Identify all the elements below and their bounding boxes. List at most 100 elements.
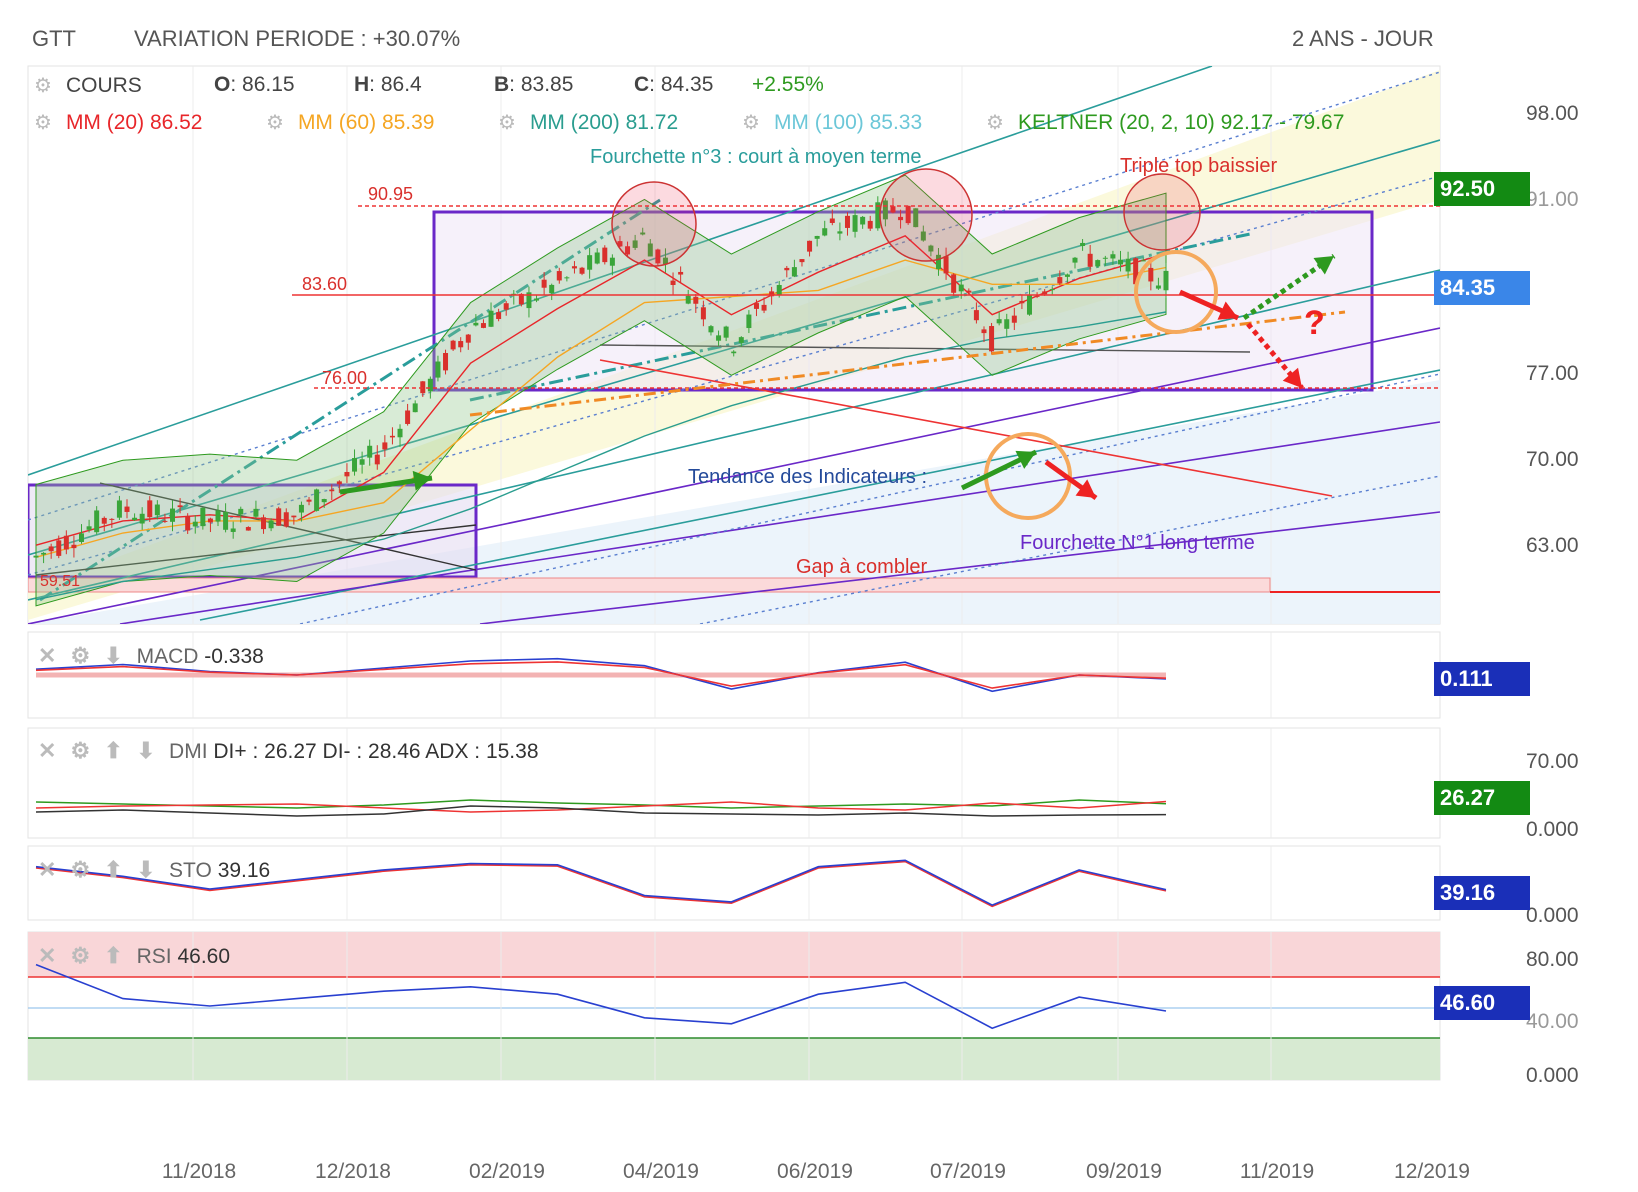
candle-body xyxy=(996,319,1002,324)
candle-body xyxy=(1140,260,1146,262)
candle-body xyxy=(951,274,957,293)
gear-icon[interactable]: ⚙ xyxy=(986,112,1004,134)
candle-body xyxy=(1133,258,1139,285)
close-icon[interactable]: ✕ xyxy=(38,943,57,968)
arrow-up-icon[interactable]: ⬆ xyxy=(104,857,123,882)
candle-body xyxy=(556,271,562,281)
candle-body xyxy=(427,378,433,392)
down-trendline xyxy=(599,359,1333,497)
close-icon[interactable]: ✕ xyxy=(38,857,57,882)
top-circle-1 xyxy=(611,181,697,267)
candle-body xyxy=(662,257,668,265)
candle-body xyxy=(1110,254,1116,259)
candle-body xyxy=(844,215,850,228)
candle-body xyxy=(79,533,85,543)
level-8360-label: 83.60 xyxy=(302,274,347,294)
candle-body xyxy=(33,555,39,558)
candle-body xyxy=(253,508,259,517)
dashdot-trend-line xyxy=(469,232,1251,402)
candle-body xyxy=(1049,289,1055,291)
candle-body xyxy=(200,507,206,527)
arrow-down-icon[interactable]: ⬇ xyxy=(136,857,156,882)
candle-body xyxy=(344,471,350,477)
level-7600-label: 76.00 xyxy=(322,368,367,388)
teal-channel-line xyxy=(28,139,1440,556)
sto-label: ✕ ⚙ ⬆ ⬇ STO 39.16 xyxy=(38,857,271,882)
sto-tick: 0.000 xyxy=(1526,904,1579,927)
candle-body xyxy=(708,326,714,333)
variation-label: VARIATION PERIODE : +30.07% xyxy=(134,26,461,51)
candle-body xyxy=(154,504,160,516)
candle-body xyxy=(898,216,904,221)
candle-body xyxy=(973,310,979,321)
candle-body xyxy=(1004,319,1010,329)
teal-channel-line xyxy=(28,269,1440,601)
gap-zone xyxy=(28,577,1271,593)
price-tick-hidden: 91.00 xyxy=(1526,188,1579,211)
candle-body xyxy=(1026,294,1032,315)
candle-body xyxy=(723,326,729,338)
candle-body xyxy=(738,337,744,343)
candle-body xyxy=(822,228,828,236)
arrow-down-red-dotted xyxy=(1246,322,1304,390)
candle-body xyxy=(981,329,987,334)
arrow-up-green-dotted xyxy=(1242,253,1336,321)
gap-label: Gap à combler xyxy=(796,556,928,578)
candle-body xyxy=(1125,258,1131,272)
candle-body xyxy=(518,293,524,305)
gear-icon[interactable]: ⚙ xyxy=(266,112,284,134)
tendance-label: Tendance des Indicateurs : xyxy=(688,466,927,488)
candle-body xyxy=(162,520,168,522)
low-value: B: 83.85 xyxy=(494,73,574,96)
candle-body xyxy=(837,231,843,234)
close-value: C: 84.35 xyxy=(634,73,714,96)
mm200-legend[interactable]: ⚙ MM (200) 81.72 xyxy=(498,111,679,134)
arrow-up-icon[interactable]: ⬆ xyxy=(104,738,123,763)
dmi-panel xyxy=(27,727,1441,839)
candle-body xyxy=(1019,300,1025,304)
candle-body xyxy=(685,295,691,304)
question-mark: ? xyxy=(1304,304,1325,342)
candle-body xyxy=(207,518,213,523)
candle-body xyxy=(852,215,858,232)
keltner-legend[interactable]: ⚙ KELTNER (20, 2, 10) 92.17 - 79.67 xyxy=(986,111,1345,134)
gear-icon[interactable]: ⚙ xyxy=(70,857,91,882)
candle-body xyxy=(496,312,502,320)
mm20-legend[interactable]: ⚙ MM (20) 86.52 xyxy=(34,111,203,134)
top-circle-2 xyxy=(879,168,973,262)
dmi-tick: 70.00 xyxy=(1526,750,1579,773)
macd-label: ✕ ⚙ ⬇ MACD -0.338 xyxy=(38,643,264,668)
candle-body xyxy=(412,403,418,413)
dmi-label: ✕ ⚙ ⬆ ⬇ DMI DI+ : 26.27 DI- : 28.46 ADX : 15… xyxy=(38,738,539,763)
mm60-legend[interactable]: ⚙ MM (60) 85.39 xyxy=(266,111,435,134)
candle-body xyxy=(875,202,881,229)
period-selector[interactable]: 2 ANS - JOUR xyxy=(1292,26,1434,51)
gear-icon[interactable]: ⚙ xyxy=(742,112,760,134)
purple-channel-line xyxy=(479,511,1440,624)
mm100-legend[interactable]: ⚙ MM (100) 85.33 xyxy=(742,111,923,134)
candle-body xyxy=(488,310,494,327)
candle-body xyxy=(882,200,888,220)
candle-body xyxy=(94,510,100,533)
arrow-down-icon[interactable]: ⬇ xyxy=(136,738,156,763)
candle-body xyxy=(571,266,577,269)
level-9095-label: 90.95 xyxy=(368,184,413,204)
candle-body xyxy=(291,515,297,518)
arrow-up-icon[interactable]: ⬆ xyxy=(104,943,123,968)
candle-body xyxy=(109,518,115,520)
candle-body xyxy=(503,303,509,310)
gear-icon[interactable]: ⚙ xyxy=(70,643,91,668)
gear-icon[interactable]: ⚙ xyxy=(70,943,91,968)
gear-icon[interactable]: ⚙ xyxy=(498,112,516,134)
candle-body xyxy=(1148,267,1154,282)
close-icon[interactable]: ✕ xyxy=(38,738,57,763)
arrow-down-icon[interactable]: ⬇ xyxy=(104,643,123,668)
gear-icon[interactable]: ⚙ xyxy=(70,738,91,763)
close-icon[interactable]: ✕ xyxy=(38,643,57,668)
orange-support xyxy=(469,310,1346,417)
gear-icon[interactable]: ⚙ xyxy=(34,112,52,134)
candle-body xyxy=(526,292,532,309)
gear-icon[interactable]: ⚙ xyxy=(34,75,52,97)
candle-body xyxy=(450,340,456,350)
candle-body xyxy=(1011,315,1017,323)
